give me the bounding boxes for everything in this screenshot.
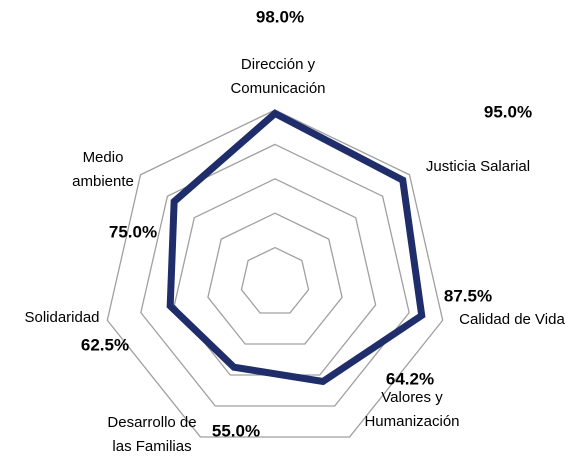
axis-label: Valores y Humanización bbox=[364, 389, 459, 430]
axis-label: Medio ambiente bbox=[72, 149, 134, 190]
value-label: 98.0% bbox=[256, 7, 304, 26]
value-label: 64.2% bbox=[386, 369, 434, 388]
axis-label: Desarrollo de las Familias bbox=[107, 414, 196, 455]
grid-ring bbox=[173, 178, 377, 376]
grid-ring bbox=[240, 246, 310, 314]
value-label: 75.0% bbox=[109, 222, 157, 241]
grid-ring bbox=[207, 212, 343, 345]
grid-ring bbox=[106, 109, 444, 438]
grid-ring bbox=[140, 143, 410, 407]
value-label: 87.5% bbox=[444, 286, 492, 305]
axis-label: Dirección y Comunicación bbox=[230, 56, 325, 97]
axis-label: Calidad de Vida bbox=[459, 311, 565, 328]
value-label: 55.0% bbox=[212, 421, 260, 440]
value-label: 62.5% bbox=[81, 335, 129, 354]
axis-label: Solidaridad bbox=[24, 309, 99, 326]
value-label: 95.0% bbox=[484, 102, 532, 121]
data-line bbox=[166, 109, 426, 386]
axis-label: Justicia Salarial bbox=[426, 158, 530, 175]
